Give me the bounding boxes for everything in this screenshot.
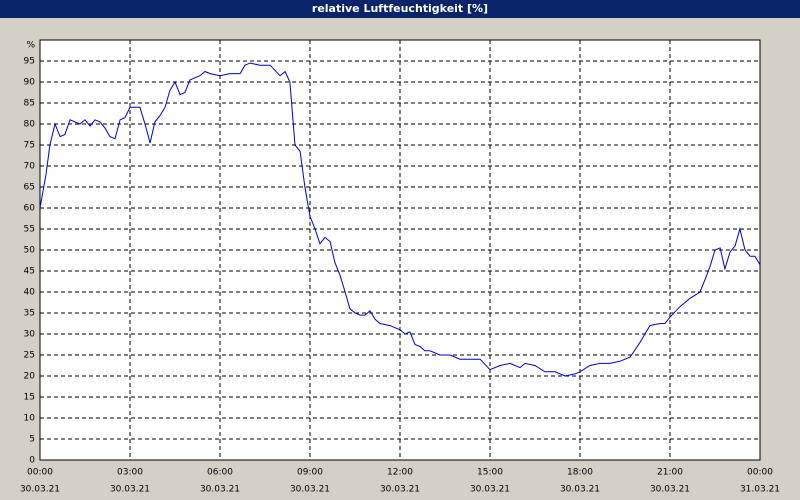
x-tick-label: 00:00 (747, 468, 773, 478)
y-tick-label: 10 (24, 414, 36, 424)
y-tick-label: 0 (29, 456, 35, 466)
plot-border (39, 39, 761, 461)
y-tick-label: 15 (24, 393, 35, 403)
y-tick-label: 75 (24, 141, 35, 151)
x-tick-date: 30.03.21 (380, 485, 420, 495)
x-tick-date: 30.03.21 (20, 485, 60, 495)
y-tick-label: 20 (24, 372, 36, 382)
x-tick-date: 30.03.21 (200, 485, 240, 495)
y-tick-label: 95 (24, 57, 35, 67)
y-tick-label: 80 (24, 120, 36, 130)
x-tick-date: 30.03.21 (470, 485, 510, 495)
x-tick-date: 30.03.21 (110, 485, 150, 495)
y-tick-label: 45 (24, 267, 35, 277)
x-tick-label: 06:00 (207, 468, 233, 478)
x-tick-label: 15:00 (477, 468, 503, 478)
y-tick-label: 30 (24, 330, 36, 340)
chart-title: relative Luftfeuchtigkeit [%] (312, 2, 488, 15)
x-tick-label: 09:00 (297, 468, 323, 478)
y-tick-label: 85 (24, 99, 35, 109)
y-tick-label: 65 (24, 183, 35, 193)
y-tick-label: 55 (24, 225, 35, 235)
data-line (39, 62, 761, 377)
x-tick-label: 21:00 (657, 468, 683, 478)
y-tick-label: 35 (24, 309, 35, 319)
x-tick-date: 30.03.21 (290, 485, 330, 495)
y-tick-label: 70 (24, 162, 36, 172)
x-tick-label: 00:00 (27, 468, 53, 478)
y-axis-label: % (26, 41, 35, 51)
x-tick-date: 31.03.21 (740, 485, 780, 495)
x-tick-label: 12:00 (387, 468, 413, 478)
x-tick-date: 30.03.21 (650, 485, 690, 495)
y-tick-label: 90 (24, 78, 36, 88)
x-tick-date: 30.03.21 (560, 485, 600, 495)
x-tick-label: 18:00 (567, 468, 593, 478)
y-tick-label: 40 (24, 288, 36, 298)
y-tick-label: 50 (24, 246, 36, 256)
y-tick-label: 60 (24, 204, 36, 214)
x-tick-label: 03:00 (117, 468, 143, 478)
y-tick-label: 25 (24, 351, 35, 361)
title-bar (0, 0, 800, 18)
y-tick-label: 5 (29, 435, 35, 445)
